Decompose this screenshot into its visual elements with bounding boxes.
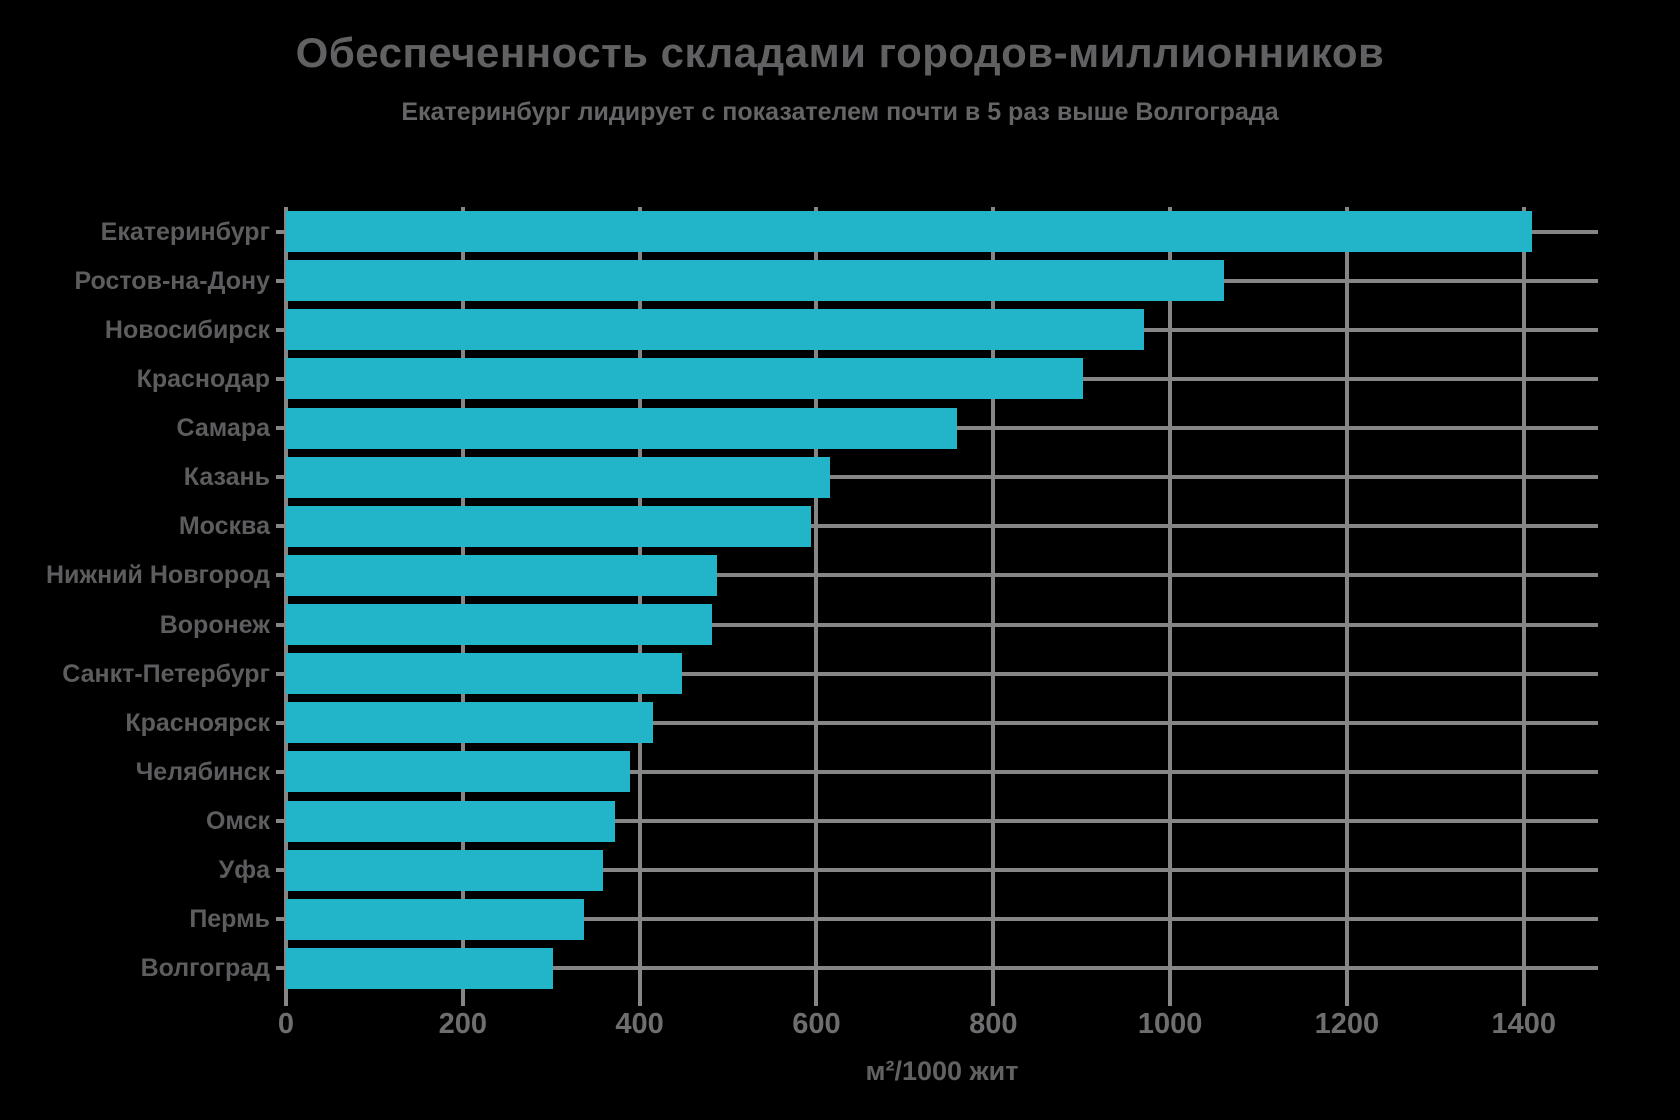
v-gridline [284, 207, 288, 993]
y-tick-mark [276, 376, 284, 381]
h-gridline [286, 622, 1598, 627]
y-tick-mark [276, 573, 284, 578]
h-gridline [286, 720, 1598, 725]
bar [286, 456, 830, 498]
bar [286, 800, 615, 842]
h-gridline [286, 475, 1598, 480]
x-tick-label: 200 [438, 1008, 487, 1040]
category-label: Нижний Новгород [45, 561, 270, 590]
x-axis-label: м²/1000 жит [865, 1056, 1019, 1086]
h-gridline [286, 671, 1598, 676]
bar [286, 505, 812, 547]
x-tick-label: 400 [615, 1008, 664, 1040]
bar [286, 309, 1144, 351]
h-gridline [286, 524, 1598, 529]
y-tick-mark [276, 966, 284, 971]
v-gridline [460, 207, 465, 993]
category-label: Москва [178, 512, 270, 541]
h-gridline [286, 966, 1598, 971]
bar [286, 260, 1225, 302]
y-tick-mark [276, 278, 284, 283]
v-gridline [1168, 207, 1173, 993]
category-label: Самара [176, 414, 270, 443]
category-label: Пермь [189, 905, 270, 934]
bar [286, 702, 653, 744]
h-gridline [286, 819, 1598, 824]
bar [286, 898, 584, 940]
y-tick-mark [276, 868, 284, 873]
x-tick-mark [991, 993, 996, 1006]
x-tick-mark [460, 993, 465, 1006]
bar [286, 358, 1083, 400]
x-tick-mark [637, 993, 642, 1006]
bar [286, 554, 718, 596]
category-label: Екатеринбург [100, 217, 270, 246]
x-tick-label: 0 [277, 1008, 295, 1040]
x-tick-mark [1521, 993, 1526, 1006]
x-tick-mark [1168, 993, 1173, 1006]
bar [286, 947, 553, 989]
x-tick-mark [284, 993, 288, 1006]
x-tick-label: 600 [792, 1008, 841, 1040]
y-tick-mark [276, 524, 284, 529]
bar [286, 653, 683, 695]
category-label: Краснодар [136, 364, 270, 393]
bar [286, 849, 604, 891]
x-tick-label: 1000 [1137, 1008, 1203, 1040]
x-tick-mark [814, 993, 819, 1006]
bar [286, 407, 958, 449]
category-label: Новосибирск [104, 315, 270, 344]
category-label: Казань [183, 463, 270, 492]
h-gridline [286, 917, 1598, 922]
x-tick-label: 1400 [1491, 1008, 1556, 1040]
category-label: Красноярск [125, 708, 270, 737]
bar [286, 211, 1532, 253]
h-gridline [286, 769, 1598, 774]
bar [286, 751, 630, 793]
y-tick-mark [276, 720, 284, 725]
x-tick-label: 800 [969, 1008, 1018, 1040]
y-tick-mark [276, 671, 284, 676]
chart-title: Обеспеченность складами городов-миллионн… [295, 29, 1385, 76]
v-gridline [637, 207, 642, 993]
y-tick-mark [276, 769, 284, 774]
y-tick-mark [276, 229, 284, 234]
x-tick-label: 1200 [1314, 1008, 1380, 1040]
v-gridline [991, 207, 996, 993]
y-tick-mark [276, 622, 284, 627]
h-gridline [286, 868, 1598, 873]
y-tick-mark [276, 819, 284, 824]
v-gridline [1344, 207, 1349, 993]
category-label: Уфа [218, 856, 270, 885]
category-label: Омск [205, 807, 270, 836]
plot-area: 0 200 400 600 800 1000 1200 1400 Екатеринбург Рос… [46, 207, 1598, 1039]
v-gridline [814, 207, 819, 993]
category-label: Ростов-на-Дону [74, 266, 271, 295]
category-label: Челябинск [135, 757, 270, 786]
chart-subtitle: Екатеринбург лидирует с показателем почт… [401, 98, 1279, 126]
y-tick-mark [276, 475, 284, 480]
h-gridline [286, 573, 1598, 578]
category-label: Волгоград [140, 954, 270, 983]
bar [286, 604, 713, 646]
y-tick-mark [276, 917, 284, 922]
v-gridline [1521, 207, 1526, 993]
y-tick-mark [276, 327, 284, 332]
x-tick-mark [1344, 993, 1349, 1006]
y-tick-mark [276, 426, 284, 431]
category-label: Санкт-Петербург [62, 659, 270, 688]
category-label: Воронеж [159, 610, 270, 639]
